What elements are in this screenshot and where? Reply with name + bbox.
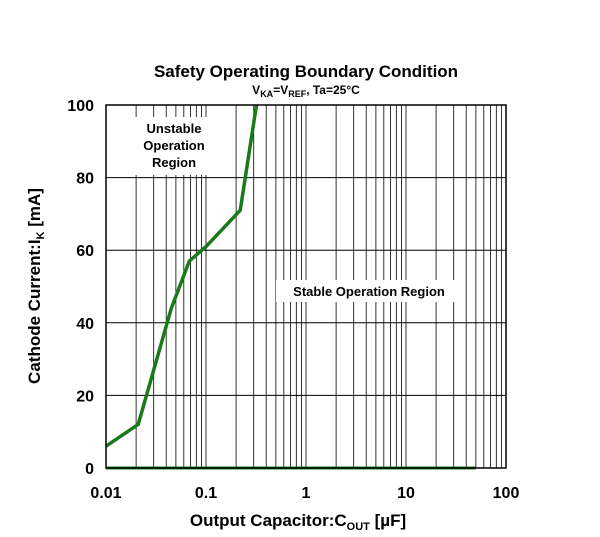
y-tick-label: 60: [76, 243, 94, 260]
x-tick-label: 10: [397, 485, 415, 502]
x-tick-label: 0.1: [195, 485, 217, 502]
unstable-line-1: Unstable: [147, 121, 202, 136]
x-tick-label: 1: [302, 485, 311, 502]
y-tick-label: 100: [67, 98, 94, 115]
y-tick-label: 20: [76, 388, 94, 405]
unstable-region-label-bg: [130, 117, 218, 175]
y-tick-label: 80: [76, 171, 94, 188]
stable-region-text: Stable Operation Region: [293, 284, 445, 299]
stable-region-label: Stable Operation Region: [276, 280, 462, 302]
x-tick-label: 0.01: [90, 485, 121, 502]
series-line-1: [105, 104, 259, 448]
x-tick-labels: 0.01 0.1 1 10 100: [90, 485, 519, 502]
unstable-line-3: Region: [152, 155, 196, 170]
unstable-line-2: Operation: [143, 138, 204, 153]
stable-region-label-bg: [276, 280, 462, 302]
x-tick-label: 100: [493, 485, 520, 502]
plot-frame: [105, 104, 507, 469]
unstable-region-label: Unstable Operation Region: [130, 117, 218, 175]
y-tick-label: 40: [76, 316, 94, 333]
chart-subtitle: VKA=VREF, Ta=25°C: [252, 83, 360, 99]
x-axis-label: Output Capacitor:COUT [µF]: [190, 511, 406, 533]
chart-title: Safety Operating Boundary Condition: [154, 62, 458, 81]
y-axis-label: Cathode Current:IK [mA]: [25, 188, 47, 384]
y-tick-labels: 0 20 40 60 80 100: [67, 98, 94, 478]
y-tick-label: 0: [85, 461, 94, 478]
